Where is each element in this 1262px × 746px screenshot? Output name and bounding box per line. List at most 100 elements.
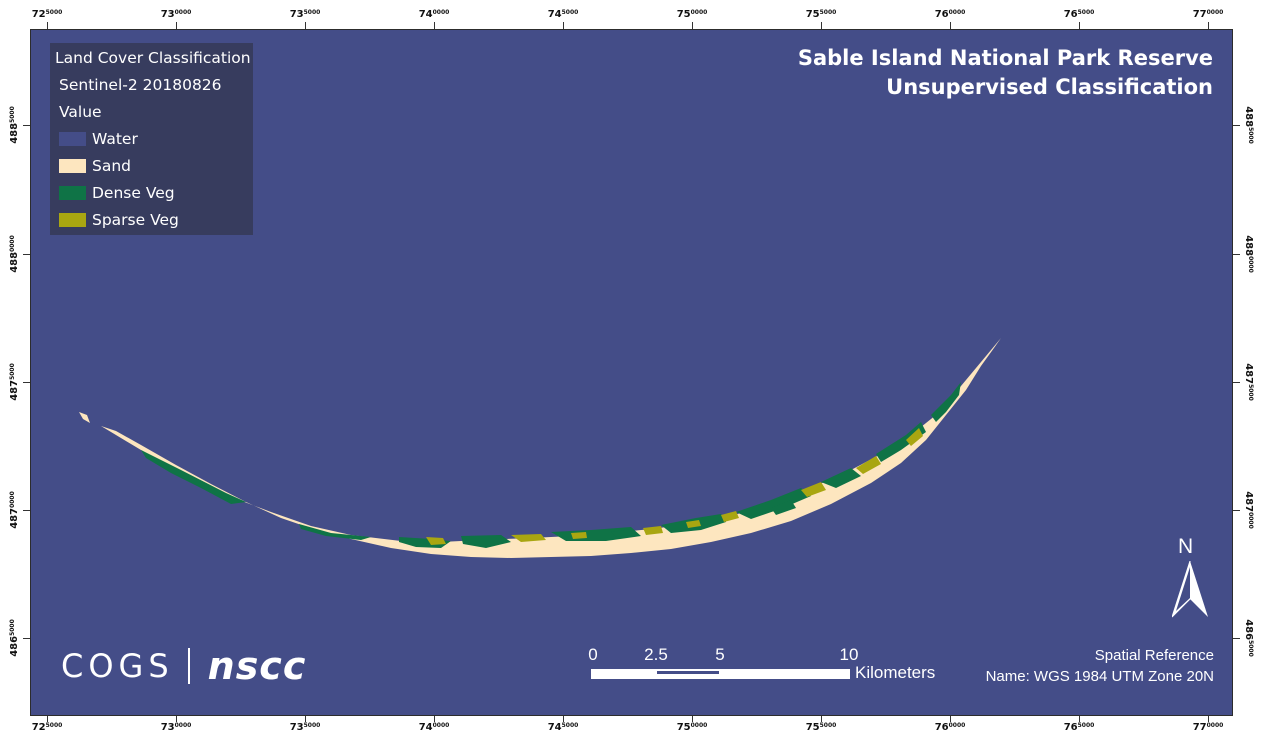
scale-unit: Kilometers bbox=[855, 663, 936, 682]
tick-mark bbox=[1079, 22, 1080, 29]
map-title-line1: Sable Island National Park Reserve bbox=[797, 46, 1213, 70]
legend-label: Sand bbox=[92, 157, 131, 175]
y-tick-label-right: 4885000 bbox=[1243, 106, 1254, 144]
y-tick-label-right: 4865000 bbox=[1243, 619, 1254, 657]
x-tick-label-top: 760000 bbox=[934, 9, 966, 20]
spatial-reference-name: Name: WGS 1984 UTM Zone 20N bbox=[985, 668, 1214, 685]
y-tick-label-right: 4875000 bbox=[1243, 363, 1254, 401]
tick-mark bbox=[176, 716, 177, 722]
tick-mark bbox=[23, 510, 30, 511]
logo-separator bbox=[187, 648, 190, 684]
islet bbox=[79, 412, 90, 423]
tick-mark bbox=[434, 716, 435, 722]
tick-mark bbox=[23, 254, 30, 255]
tick-mark bbox=[950, 716, 951, 722]
legend-swatch-sand bbox=[59, 159, 86, 173]
dense-veg-patches bbox=[141, 382, 961, 548]
x-tick-label-top: 750000 bbox=[676, 9, 708, 20]
legend-field: Value bbox=[59, 103, 102, 121]
x-tick-label-bottom: 730000 bbox=[160, 722, 192, 733]
tick-mark bbox=[563, 22, 564, 29]
y-tick-label-right: 4880000 bbox=[1243, 235, 1254, 273]
island-shape bbox=[79, 338, 1001, 558]
x-tick-label-bottom: 770000 bbox=[1192, 722, 1224, 733]
tick-mark bbox=[1233, 638, 1240, 639]
legend-subtitle: Sentinel-2 20180826 bbox=[59, 76, 222, 94]
y-tick-label-left: 4875000 bbox=[9, 363, 20, 401]
tick-mark bbox=[434, 22, 435, 29]
tick-mark bbox=[692, 22, 693, 29]
legend-item-water: Water bbox=[59, 130, 138, 148]
tick-mark bbox=[1233, 510, 1240, 511]
tick-mark bbox=[1208, 716, 1209, 722]
x-tick-label-bottom: 750000 bbox=[676, 722, 708, 733]
legend-swatch-water bbox=[59, 132, 86, 146]
legend-swatch-sparse-veg bbox=[59, 213, 86, 227]
x-tick-label-bottom: 755000 bbox=[805, 722, 837, 733]
cogs-logo: COGS bbox=[61, 647, 174, 685]
tick-mark bbox=[47, 716, 48, 722]
tick-mark bbox=[950, 22, 951, 29]
north-arrow: N bbox=[1172, 535, 1212, 625]
x-tick-label-top: 735000 bbox=[289, 9, 321, 20]
tick-mark bbox=[23, 125, 30, 126]
map-title: Sable Island National Park Reserve Unsup… bbox=[798, 44, 1213, 102]
scale-label-0: 0 bbox=[588, 645, 598, 664]
x-tick-label-top: 755000 bbox=[805, 9, 837, 20]
x-tick-label-top: 770000 bbox=[1192, 9, 1224, 20]
sand-area bbox=[101, 338, 1001, 558]
y-tick-label-left: 4870000 bbox=[9, 491, 20, 529]
legend-swatch-dense-veg bbox=[59, 186, 86, 200]
map-title-line2: Unsupervised Classification bbox=[886, 75, 1213, 99]
tick-mark bbox=[1233, 125, 1240, 126]
x-tick-label-bottom: 735000 bbox=[289, 722, 321, 733]
tick-mark bbox=[821, 716, 822, 722]
tick-mark bbox=[563, 716, 564, 722]
x-tick-label-bottom: 760000 bbox=[934, 722, 966, 733]
sparse-veg-patches bbox=[426, 428, 923, 545]
tick-mark bbox=[1208, 22, 1209, 29]
scale-segment-1 bbox=[591, 669, 656, 679]
north-arrow-icon bbox=[1172, 561, 1208, 618]
scale-label-5: 5 bbox=[715, 645, 725, 664]
y-tick-label-right: 4870000 bbox=[1243, 491, 1254, 529]
tick-mark bbox=[1079, 716, 1080, 722]
scale-label-10: 10 bbox=[839, 645, 859, 664]
x-tick-label-bottom: 745000 bbox=[547, 722, 579, 733]
legend-label: Sparse Veg bbox=[92, 211, 179, 229]
spatial-reference-heading: Spatial Reference bbox=[1094, 647, 1214, 664]
spatial-reference: Spatial Reference Name: WGS 1984 UTM Zon… bbox=[986, 645, 1214, 687]
scale-segment-2 bbox=[656, 669, 720, 679]
tick-mark bbox=[305, 716, 306, 722]
legend-item-dense-veg: Dense Veg bbox=[59, 184, 175, 202]
scale-bar: 0 2.5 5 10 Kilometers bbox=[588, 645, 951, 685]
legend: Land Cover Classification Sentinel-2 201… bbox=[50, 43, 253, 235]
y-tick-label-left: 4865000 bbox=[9, 619, 20, 657]
x-tick-label-top: 730000 bbox=[160, 9, 192, 20]
legend-label: Water bbox=[92, 130, 138, 148]
tick-mark bbox=[305, 22, 306, 29]
tick-mark bbox=[23, 638, 30, 639]
x-tick-label-top: 740000 bbox=[418, 9, 450, 20]
north-label: N bbox=[1178, 535, 1194, 558]
y-tick-label-left: 4880000 bbox=[9, 235, 20, 273]
tick-mark bbox=[821, 22, 822, 29]
x-tick-label-bottom: 765000 bbox=[1063, 722, 1095, 733]
tick-mark bbox=[1233, 254, 1240, 255]
scale-segment-3 bbox=[720, 669, 850, 679]
nscc-logo: nscc bbox=[207, 644, 307, 688]
x-tick-label-bottom: 725000 bbox=[31, 722, 63, 733]
y-tick-label-left: 4885000 bbox=[9, 106, 20, 144]
x-tick-label-top: 765000 bbox=[1063, 9, 1095, 20]
x-tick-label-top: 725000 bbox=[31, 9, 63, 20]
tick-mark bbox=[692, 716, 693, 722]
x-tick-label-top: 745000 bbox=[547, 9, 579, 20]
tick-mark bbox=[176, 22, 177, 29]
tick-mark bbox=[47, 22, 48, 29]
tick-mark bbox=[23, 382, 30, 383]
legend-item-sparse-veg: Sparse Veg bbox=[59, 211, 179, 229]
legend-item-sand: Sand bbox=[59, 157, 131, 175]
legend-title: Land Cover Classification bbox=[55, 49, 251, 67]
tick-mark bbox=[1233, 382, 1240, 383]
logos: COGS nscc bbox=[61, 644, 306, 688]
